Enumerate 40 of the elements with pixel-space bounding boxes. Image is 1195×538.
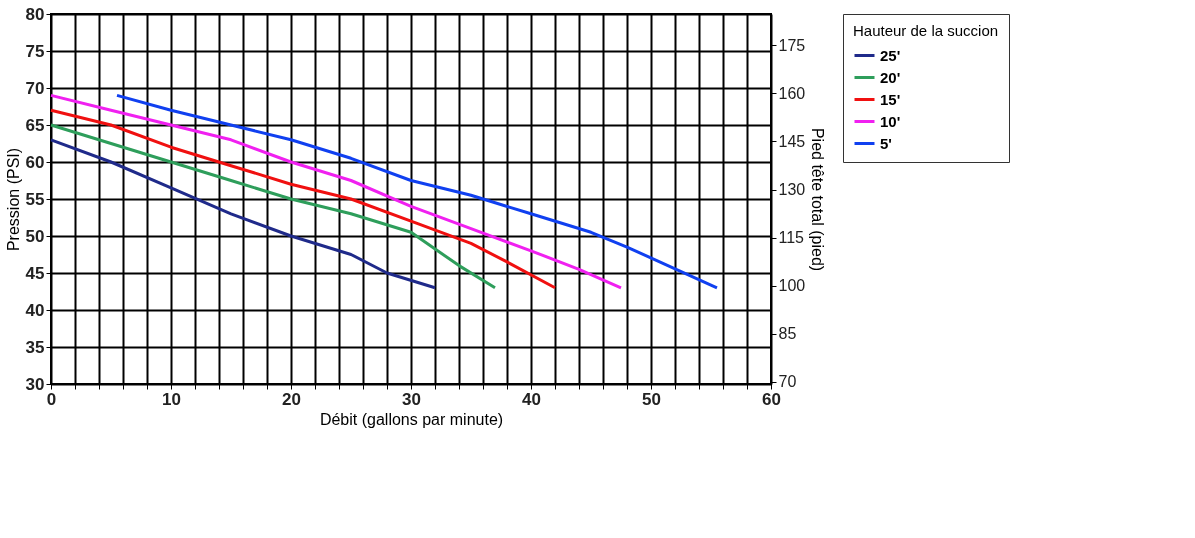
y2-tick-label: 85 [778, 325, 797, 343]
legend-label: 10' [880, 112, 901, 130]
x-tick-label: 30 [402, 389, 421, 409]
legend-title: Hauteur de la succion [853, 22, 999, 39]
line-series [49, 108, 557, 290]
y2-tick-label: 175 [778, 36, 806, 54]
y-tick-label: 50 [25, 226, 45, 246]
y-tick-label: 70 [25, 78, 45, 98]
line-series [115, 93, 719, 290]
y-tick-label: 30 [25, 374, 45, 394]
line-series [49, 93, 623, 290]
y-tick-label: 45 [25, 263, 45, 283]
y-tick-label: 80 [25, 4, 45, 24]
y2-axis-title: Pied tête total (pied) [809, 127, 827, 272]
y-tick-label: 55 [25, 189, 45, 209]
x-tick-label: 40 [522, 389, 541, 409]
y2-tick-label: 130 [778, 181, 806, 199]
y-tick-label: 75 [25, 41, 45, 61]
x-tick-label: 10 [162, 389, 181, 409]
y-tick-label: 35 [25, 337, 45, 357]
y2-tick-label: 160 [778, 84, 806, 102]
x-tick-label: 50 [642, 389, 661, 409]
legend-label: 20' [880, 68, 901, 86]
y2-tick-label: 100 [778, 277, 806, 295]
legend-label: 15' [880, 90, 901, 108]
x-tick-label: 0 [46, 389, 57, 409]
line-series [49, 138, 437, 290]
legend-label: 5' [880, 134, 892, 152]
y-tick-label: 40 [25, 300, 45, 320]
y-axis-title: Pression (PSI) [4, 147, 22, 252]
legend-label: 25' [880, 46, 901, 64]
x-tick-label: 60 [762, 389, 781, 409]
y2-tick-label: 115 [778, 229, 805, 247]
y2-tick-label: 145 [778, 133, 806, 150]
x-tick-label: 20 [282, 389, 301, 409]
y2-tick-label: 70 [778, 373, 797, 391]
y-tick-label: 65 [25, 115, 45, 135]
x-axis-title: Débit (gallons par minute) [319, 410, 504, 428]
line-series [49, 123, 497, 290]
y-tick-label: 60 [25, 152, 45, 172]
